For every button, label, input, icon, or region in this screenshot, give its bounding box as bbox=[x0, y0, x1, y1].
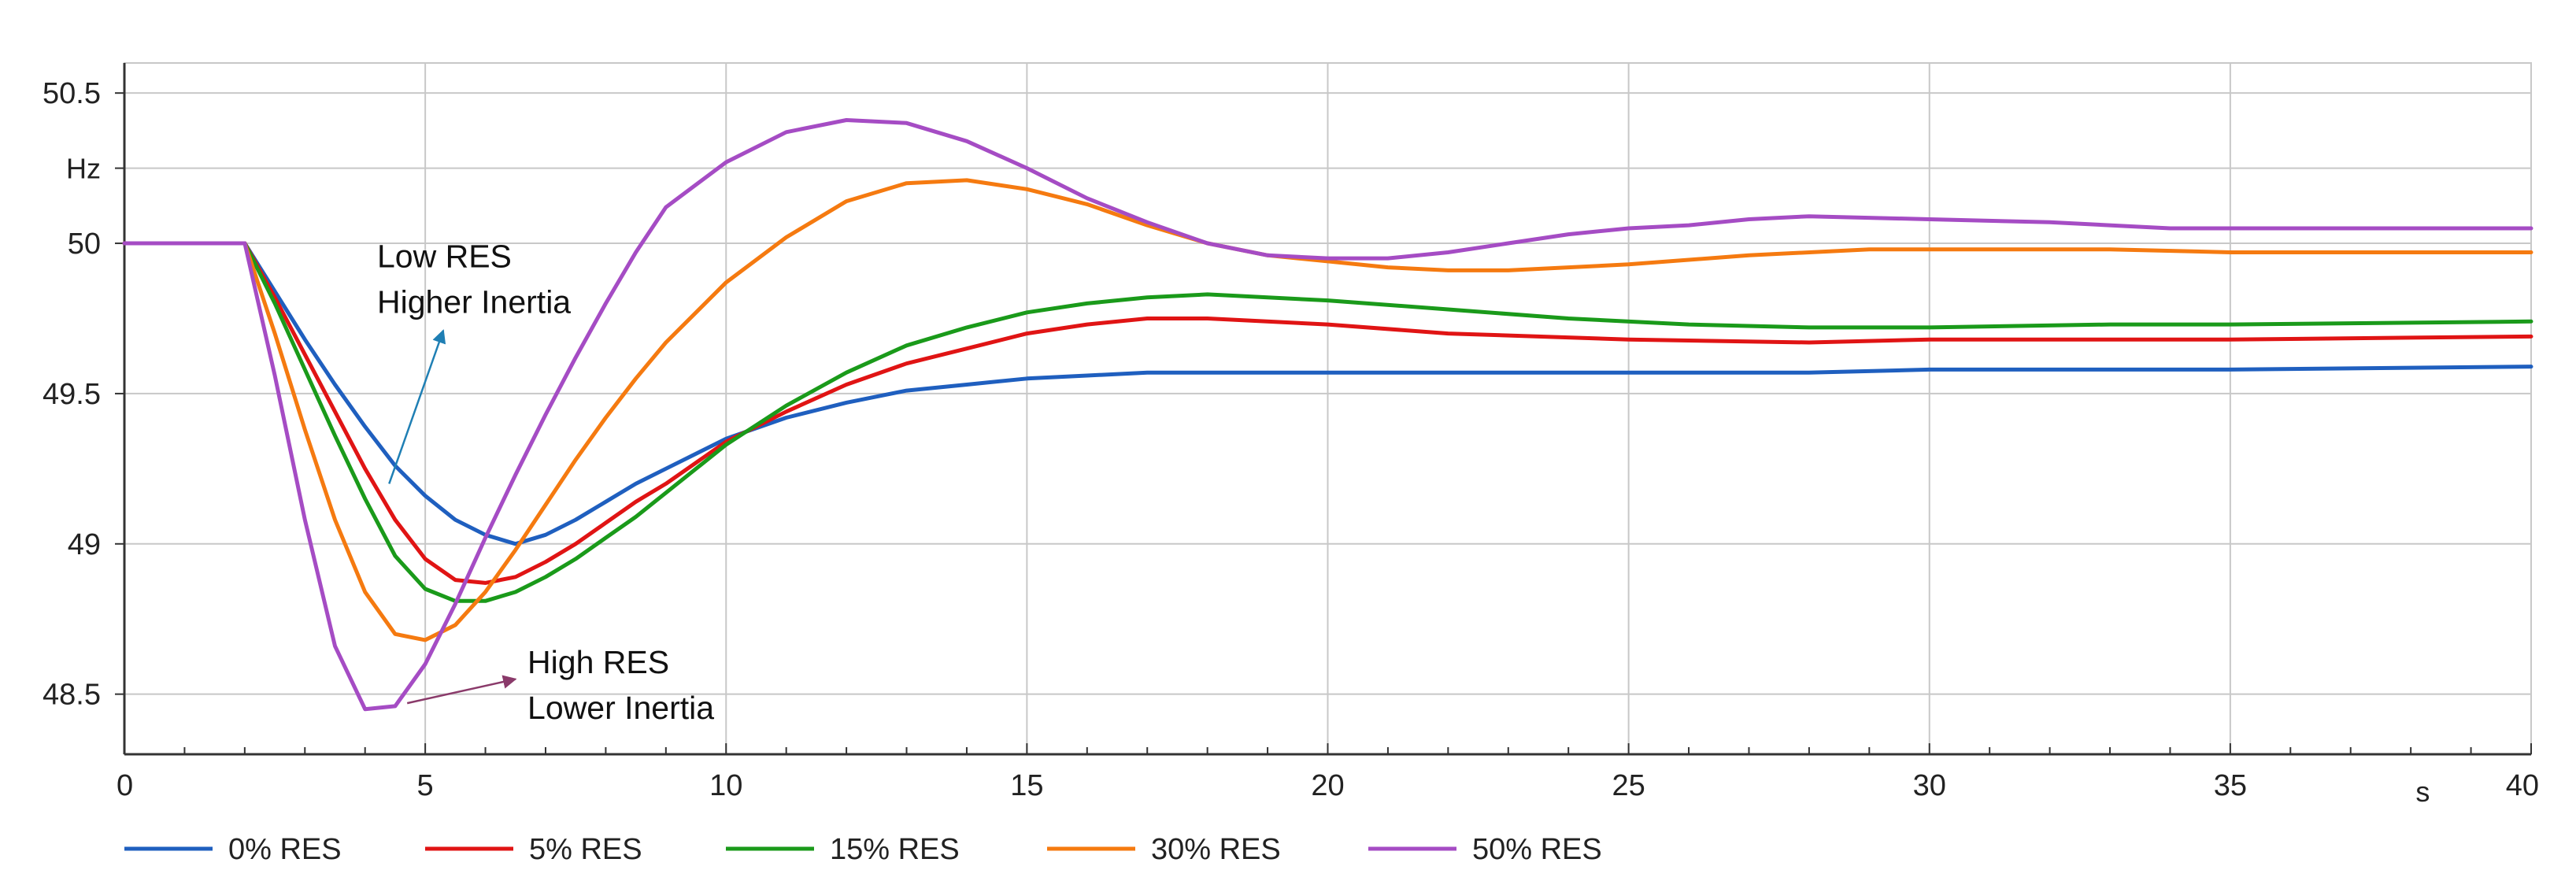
legend-label: 0% RES bbox=[228, 833, 342, 866]
annotations: Low RES Higher Inertia High RES Lower Inert… bbox=[377, 239, 714, 726]
x-tick-label: 15 bbox=[1010, 769, 1043, 802]
annotation-text: Lower Inertia bbox=[527, 690, 714, 726]
axes: 0 5 10 15 20 25 30 35 40 s 48.5 49 49.5 50 50.5 Hz bbox=[43, 63, 2539, 808]
series-line-30-res bbox=[122, 178, 2533, 642]
x-tick-label: 0 bbox=[117, 769, 133, 802]
series-line-15-res bbox=[122, 241, 2533, 603]
x-tick-label: 40 bbox=[2506, 769, 2539, 802]
y-tick-label: 49 bbox=[68, 528, 101, 561]
annotation-text: High RES bbox=[527, 644, 669, 680]
y-tick-label: 50 bbox=[68, 228, 101, 261]
grid bbox=[124, 62, 2532, 755]
x-tick-label: 35 bbox=[2214, 769, 2247, 802]
legend-label: 30% RES bbox=[1151, 833, 1281, 866]
series-line-50-res bbox=[122, 118, 2533, 712]
x-tick-label: 30 bbox=[1913, 769, 1946, 802]
legend-label: 50% RES bbox=[1472, 833, 1602, 866]
legend-label: 15% RES bbox=[830, 833, 960, 866]
annotation-arrow bbox=[388, 329, 446, 484]
y-tick-label: 49.5 bbox=[43, 378, 101, 411]
annotation-text: Low RES bbox=[377, 239, 512, 275]
x-tick-label: 5 bbox=[417, 769, 434, 802]
series-line-0-res bbox=[122, 241, 2533, 546]
y-tick-label: 48.5 bbox=[43, 679, 101, 712]
x-tick-label: 10 bbox=[709, 769, 742, 802]
y-tick-label: 50.5 bbox=[43, 77, 101, 110]
series-group bbox=[122, 118, 2533, 712]
legend-label: 5% RES bbox=[529, 833, 642, 866]
y-axis-label: Hz bbox=[66, 153, 101, 185]
legend: 0% RES 5% RES 15% RES 30% RES 50% RES bbox=[124, 833, 1602, 866]
x-tick-label: 25 bbox=[1612, 769, 1645, 802]
series-line-5-res bbox=[122, 241, 2533, 585]
annotation-text: Higher Inertia bbox=[377, 284, 571, 320]
x-axis-label: s bbox=[2415, 776, 2430, 808]
x-tick-label: 20 bbox=[1311, 769, 1344, 802]
annotation-arrow bbox=[406, 675, 517, 705]
